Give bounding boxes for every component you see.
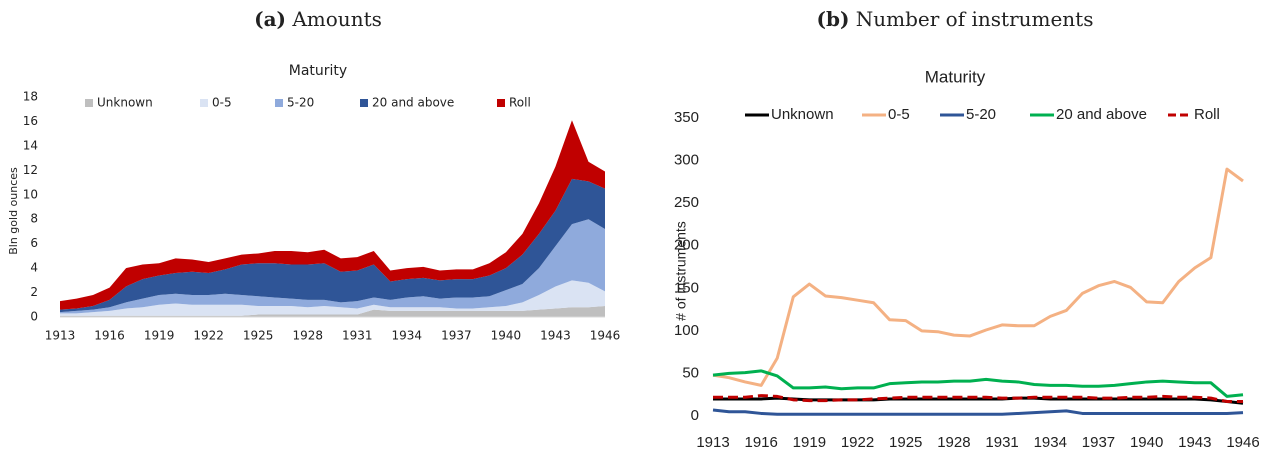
y-tick-label: 200 (674, 237, 699, 254)
legend-swatch (497, 99, 505, 107)
x-tick-label: 1946 (590, 329, 621, 343)
y-tick-label: 8 (30, 212, 38, 226)
legend-swatch (360, 99, 368, 107)
area (60, 280, 605, 316)
x-tick-label: 1925 (889, 434, 922, 451)
y-tick-label: 12 (23, 163, 38, 177)
x-tick-label: 1913 (696, 434, 729, 451)
y-tick-label: 50 (682, 364, 699, 381)
y-tick-label: 14 (23, 138, 38, 152)
panel-label: (b) (817, 7, 850, 31)
x-tick-label: 1943 (1178, 434, 1211, 451)
y-tick-label: 100 (674, 322, 699, 339)
x-tick-label: 1919 (144, 329, 175, 343)
x-tick-label: 1913 (45, 329, 76, 343)
x-tick-label: 1931 (342, 329, 373, 343)
y-tick-label: 150 (674, 279, 699, 296)
line (713, 396, 1244, 405)
y-tick-label: 250 (674, 194, 699, 211)
x-tick-label: 1925 (243, 329, 274, 343)
line (712, 369, 1244, 398)
panel-caption: (b) Number of instruments (817, 7, 1094, 31)
y-tick-label: 6 (30, 236, 38, 250)
area (60, 306, 605, 317)
legend-label: Roll (1194, 106, 1220, 123)
legend-label: Unknown (97, 96, 153, 110)
chart-title: Maturity (289, 63, 347, 79)
panel-caption: (a) Amounts (254, 7, 382, 31)
y-tick-label: 0 (30, 310, 38, 324)
line (713, 394, 1243, 404)
x-tick-label: 1916 (744, 434, 777, 451)
legend-label: 5-20 (287, 96, 314, 110)
legend-label: 0-5 (888, 106, 910, 123)
y-axis-label: # of instruments (673, 221, 689, 321)
line (712, 167, 1244, 387)
y-tick-label: 10 (23, 187, 38, 201)
x-tick-label: 1931 (985, 434, 1018, 451)
legend-swatch (275, 99, 283, 107)
x-tick-label: 1934 (1034, 434, 1067, 451)
x-tick-label: 1937 (441, 329, 472, 343)
y-tick-label: 0 (691, 407, 699, 424)
legend-label: Unknown (771, 106, 834, 123)
x-tick-label: 1943 (540, 329, 571, 343)
x-tick-label: 1940 (1130, 434, 1163, 451)
panel-title: Number of instruments (856, 7, 1094, 31)
line (712, 408, 1244, 416)
y-tick-label: 16 (23, 114, 38, 128)
x-tick-label: 1916 (94, 329, 125, 343)
legend-label: Roll (509, 96, 531, 110)
panel-title: Amounts (291, 7, 382, 31)
chart-title: Maturity (925, 67, 986, 86)
legend-label: 20 and above (372, 96, 454, 110)
x-tick-label: 1928 (292, 329, 323, 343)
x-tick-label: 1934 (392, 329, 423, 343)
x-tick-label: 1940 (491, 329, 522, 343)
area (60, 178, 605, 313)
legend-label: 20 and above (1056, 106, 1147, 123)
y-tick-label: 18 (23, 90, 38, 104)
x-tick-label: 1922 (193, 329, 224, 343)
legend-swatch (85, 99, 93, 107)
legend-label: 5-20 (966, 106, 996, 123)
area (60, 120, 605, 310)
x-tick-label: 1919 (793, 434, 826, 451)
x-tick-label: 1922 (841, 434, 874, 451)
x-tick-label: 1946 (1226, 434, 1259, 451)
legend-label: 0-5 (212, 96, 232, 110)
panel-label: (a) (254, 7, 286, 31)
y-tick-label: 300 (674, 152, 699, 169)
y-tick-label: 350 (674, 109, 699, 126)
y-tick-label: 4 (30, 261, 38, 275)
x-tick-label: 1928 (937, 434, 970, 451)
x-tick-label: 1937 (1082, 434, 1115, 451)
y-axis-label: Bln gold ounces (7, 167, 20, 255)
y-tick-label: 2 (30, 285, 38, 299)
legend-swatch (200, 99, 208, 107)
